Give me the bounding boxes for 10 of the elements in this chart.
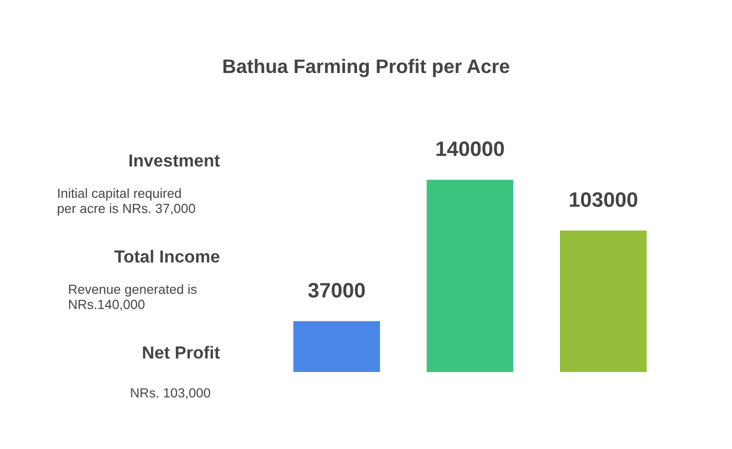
text: Total Income	[114, 250, 220, 263]
text: Initial capital required per acre is NRs. 37,000	[58, 188, 196, 216]
text: Investment	[130, 154, 220, 167]
data-label: 140000	[436, 141, 504, 156]
data-label: 103000	[570, 192, 638, 207]
text: Net Profit	[143, 346, 220, 359]
data-label: 37000	[308, 282, 365, 298]
text: NRs. 103,000	[131, 388, 210, 400]
chart-title: Bathua Farming Profit per Acre	[223, 58, 510, 78]
text: Revenue generated is NRs.140,000	[69, 284, 197, 311]
